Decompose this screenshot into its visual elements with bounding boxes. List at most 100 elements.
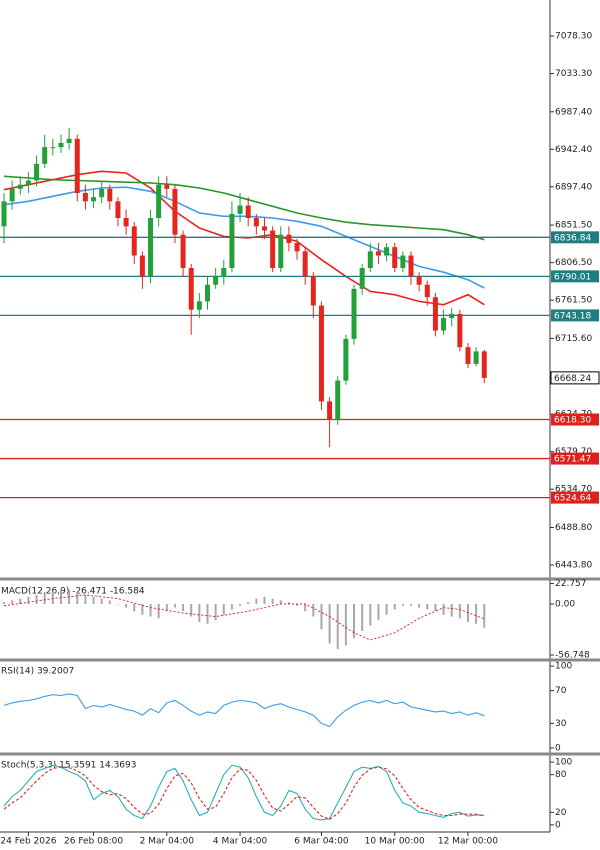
- candle-body: [9, 188, 15, 202]
- candle-body: [1, 201, 7, 227]
- macd-bar: [3, 602, 5, 605]
- candle-body: [123, 218, 129, 227]
- y-tick-label: -56.748: [555, 650, 590, 660]
- candle-body: [205, 284, 210, 302]
- y-tick-label: 80: [555, 770, 567, 780]
- candle-body: [359, 268, 365, 289]
- y-tick-label: 6443.80: [555, 560, 592, 570]
- indicator-line: [3, 693, 485, 728]
- candle-body: [17, 184, 23, 189]
- candle-body: [213, 276, 219, 285]
- y-tick-label: 0.00: [555, 600, 575, 610]
- macd-bar: [442, 604, 445, 615]
- candle-body: [245, 205, 251, 219]
- y-tick-label: 6851.50: [555, 221, 592, 231]
- level-label-box: [551, 452, 599, 465]
- level-label: 6836.84: [554, 233, 591, 243]
- candle-body: [375, 251, 381, 256]
- macd-bar: [27, 596, 30, 605]
- candle-body: [302, 251, 308, 277]
- candle-body: [384, 247, 390, 256]
- x-tick-label: 4 Mar 04:00: [213, 837, 268, 847]
- macd-bar: [157, 604, 160, 619]
- macd-bar: [279, 600, 282, 605]
- macd-bar: [108, 600, 111, 605]
- candle-body: [424, 284, 430, 298]
- candle-body: [25, 180, 31, 185]
- level-label: 6571.47: [554, 455, 591, 465]
- candle-body: [416, 276, 422, 285]
- level-label: 6524.64: [554, 494, 591, 504]
- macd-bar: [304, 604, 307, 612]
- candle-body: [139, 255, 145, 277]
- level-label-box: [551, 231, 599, 244]
- macd-bar: [296, 604, 299, 606]
- candle-body: [441, 318, 447, 331]
- candle-body: [278, 234, 284, 269]
- candle-body: [392, 247, 398, 269]
- y-tick-label: 100: [555, 662, 572, 672]
- candle-body: [115, 201, 121, 219]
- macd-bar: [483, 604, 486, 628]
- macd-bar: [206, 604, 209, 624]
- macd-bar: [263, 596, 266, 605]
- y-tick-label: 6897.40: [555, 182, 592, 192]
- y-tick-label: 6715.60: [555, 334, 592, 344]
- y-tick-label: 6761.50: [555, 296, 592, 306]
- y-tick-label: 22.757: [555, 579, 587, 589]
- indicator-title: Stoch(5,3,3) 15.3591 14.3693: [1, 761, 136, 771]
- macd-bar: [133, 604, 136, 612]
- y-tick-label: 0: [555, 743, 561, 753]
- macd-bar: [149, 604, 152, 617]
- candle-body: [286, 234, 292, 244]
- macd-bar: [116, 604, 119, 605]
- last-price-label: 6668.24: [554, 374, 591, 384]
- candle-body: [465, 347, 471, 364]
- level-label-box: [551, 413, 599, 426]
- y-tick-label: 6987.40: [555, 107, 592, 117]
- candle-body: [400, 255, 406, 269]
- y-tick-label: 7078.30: [555, 32, 592, 42]
- macd-bar: [401, 604, 404, 606]
- candle-body: [229, 213, 235, 269]
- macd-bar: [287, 602, 290, 605]
- candle-body: [164, 184, 170, 189]
- macd-bar: [320, 604, 323, 630]
- macd-bar: [312, 604, 315, 617]
- macd-bar: [35, 595, 38, 605]
- candle-body: [335, 380, 341, 420]
- macd-bar: [198, 604, 201, 622]
- level-label: 6743.18: [554, 311, 591, 321]
- moving-average: [3, 170, 485, 306]
- signal-line: [3, 594, 485, 641]
- level-label-box: [551, 491, 599, 504]
- y-tick-label: 0: [555, 820, 561, 830]
- last-price-box: [550, 371, 600, 385]
- macd-bar: [426, 604, 429, 610]
- macd-bar: [100, 598, 103, 605]
- macd-bar: [247, 602, 250, 605]
- macd-bar: [182, 604, 185, 612]
- macd-bar: [353, 604, 356, 639]
- macd-bar: [271, 598, 274, 605]
- candle-body: [327, 401, 333, 420]
- macd-bar: [214, 604, 217, 621]
- candle-body: [42, 147, 48, 164]
- candle-body: [237, 205, 243, 214]
- candle-body: [34, 163, 40, 181]
- candle-body: [318, 305, 324, 402]
- level-label: 6790.01: [554, 272, 591, 282]
- macd-bar: [222, 604, 225, 615]
- macd-bar: [393, 604, 396, 610]
- macd-bar: [76, 591, 79, 605]
- macd-bar: [141, 604, 144, 615]
- x-tick-label: 24 Feb 2026: [0, 837, 56, 847]
- macd-bar: [344, 604, 347, 646]
- level-label-box: [551, 270, 599, 283]
- macd-bar: [458, 604, 461, 619]
- candle-body: [180, 234, 186, 269]
- candle-body: [343, 338, 349, 381]
- x-tick-label: 26 Feb 08:00: [64, 837, 123, 847]
